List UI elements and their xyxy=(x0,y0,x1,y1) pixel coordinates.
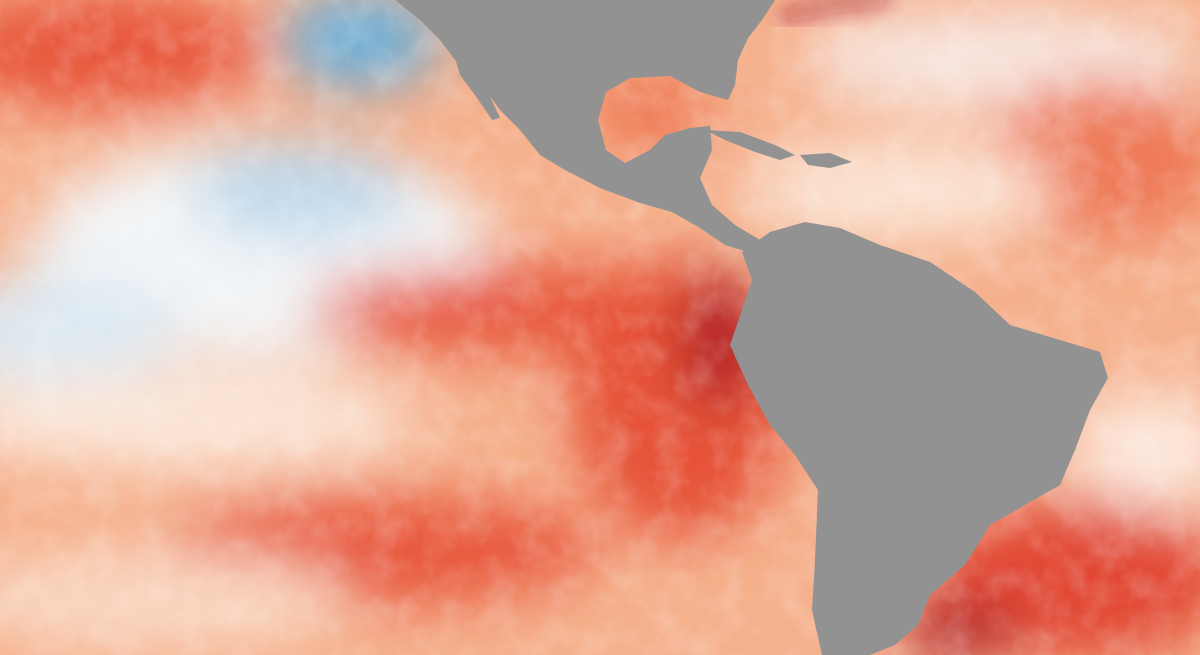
hispaniola xyxy=(800,153,852,168)
gulf-stream xyxy=(778,0,891,22)
land xyxy=(395,0,1108,655)
cuba xyxy=(705,130,795,160)
baja-california xyxy=(455,58,500,120)
south-america xyxy=(730,222,1108,655)
north-central-america xyxy=(395,0,775,252)
